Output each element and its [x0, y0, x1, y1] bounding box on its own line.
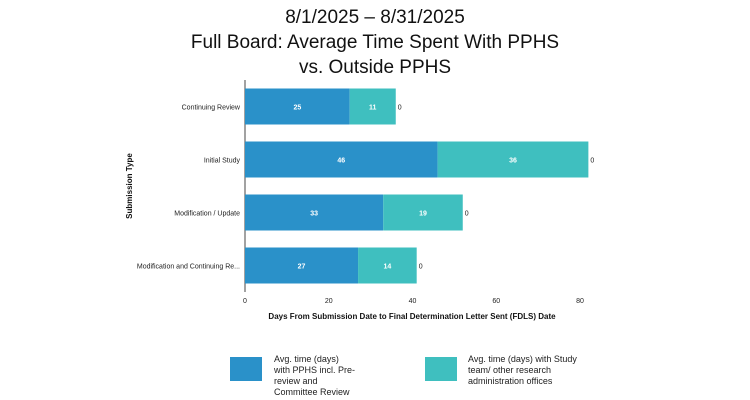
x-tick-label-40: 40: [409, 298, 417, 305]
legend-label-study-team: Avg. time (days) with Study team/ other …: [468, 354, 577, 387]
x-tick-label-0: 0: [243, 298, 247, 305]
chart-title-line-3: vs. Outside PPHS: [298, 57, 452, 78]
legend-swatch-pphs: [230, 357, 262, 381]
chart-title-line-2: Full Board: Average Time Spent With PPHS: [190, 32, 560, 53]
legend-label-pphs: Avg. time (days) with PPHS incl. Pre- re…: [274, 354, 355, 398]
legend-study-line-1: Avg. time (days) with Study: [468, 354, 577, 364]
bar-total-label-3: 0: [419, 264, 423, 271]
bar-total-label-2: 0: [465, 211, 469, 218]
bar-pphs-2: [245, 194, 384, 231]
bar-study-team-3: [358, 247, 417, 284]
bar-value-label-pphs-0: 25: [293, 105, 301, 112]
bar-pphs-1: [245, 141, 438, 178]
bar-value-label-study-team-0: 11: [369, 105, 377, 112]
bar-value-label-pphs-1: 46: [337, 158, 345, 165]
bar-study-team-2: [383, 194, 463, 231]
legend-study-line-3: administration offices: [468, 376, 553, 386]
bar-study-team-1: [437, 141, 589, 178]
x-axis-title: Days From Submission Date to Final Deter…: [268, 312, 556, 321]
legend-pphs-line-1: Avg. time (days): [274, 354, 339, 364]
y-axis-title: Submission Type: [125, 153, 134, 219]
legend-pphs-line-4: Committee Review: [274, 387, 350, 397]
bar-value-label-study-team-1: 36: [509, 158, 517, 165]
legend-pphs-line-2: with PPHS incl. Pre-: [274, 365, 356, 375]
bar-total-label-0: 0: [398, 105, 402, 112]
bar-value-label-study-team-3: 14: [383, 264, 391, 271]
legend-pphs-line-3: review and: [274, 376, 318, 386]
bar-pphs-0: [245, 88, 350, 125]
legend-study-line-2: team/ other research: [468, 365, 552, 375]
bar-value-label-pphs-3: 27: [298, 264, 306, 271]
bar-value-label-study-team-2: 19: [419, 211, 427, 218]
bar-study-team-0: [349, 88, 396, 125]
bar-pphs-3: [245, 247, 359, 284]
x-tick-label-80: 80: [576, 298, 584, 305]
bar-total-label-1: 0: [590, 158, 594, 165]
x-tick-label-60: 60: [492, 298, 500, 305]
category-label-1: Initial Study: [204, 158, 241, 165]
legend-swatch-study-team: [425, 357, 457, 381]
category-label-3: Modification and Continuing Re...: [137, 264, 240, 271]
category-label-2: Modification / Update: [174, 211, 240, 218]
chart-title-line-1: 8/1/2025 – 8/31/2025: [285, 7, 465, 28]
x-tick-label-20: 20: [325, 298, 333, 305]
category-label-0: Continuing Review: [182, 105, 241, 112]
bar-value-label-pphs-2: 33: [310, 211, 318, 218]
